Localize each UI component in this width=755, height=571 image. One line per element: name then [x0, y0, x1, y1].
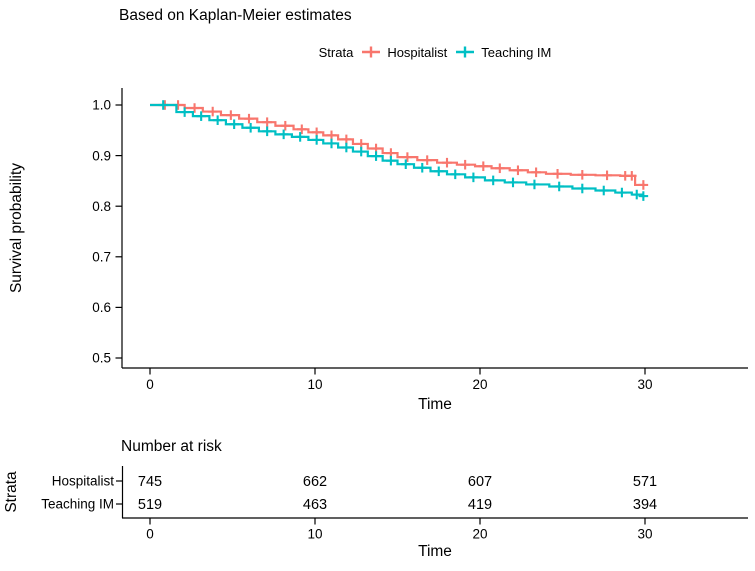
risk-x-tick-label: 30 [637, 527, 652, 542]
y-tick-label: 0.8 [92, 199, 111, 214]
risk-table-axis-label: Strata [3, 471, 20, 513]
legend-title: Strata [318, 44, 354, 60]
y-tick-label: 0.7 [92, 250, 111, 265]
y-tick-label: 1.0 [92, 98, 111, 113]
x-axis-ticks: 0 10 20 30 [146, 368, 653, 392]
risk-count: 519 [138, 497, 162, 513]
risk-count: 662 [303, 474, 327, 490]
risk-table-numbers: 745 662 607 571 519 463 419 394 [138, 474, 657, 513]
risk-count: 394 [633, 497, 657, 513]
km-curve-hospitalist [150, 103, 645, 187]
risk-x-tick-label: 0 [146, 527, 154, 542]
risk-x-axis-ticks: 0 10 20 30 [146, 518, 653, 542]
risk-row-label-teaching-im: Teaching IM [41, 497, 114, 512]
km-curve-teaching-im [150, 103, 645, 198]
x-tick-label: 20 [472, 377, 487, 392]
plus-marker-icon [456, 46, 475, 58]
legend: Strata Hospitalist Teaching IM [122, 42, 748, 62]
x-tick-label: 30 [637, 377, 652, 392]
legend-item-teaching-im: Teaching IM [454, 45, 551, 60]
x-axis-title: Time [418, 396, 452, 413]
y-axis-title: Survival probability [8, 163, 25, 293]
plot-title: Based on Kaplan-Meier estimates [119, 7, 352, 24]
risk-count: 571 [633, 474, 657, 490]
risk-count: 419 [468, 497, 492, 513]
y-tick-label: 0.9 [92, 148, 111, 163]
y-axis-ticks: 1.0 0.9 0.8 0.7 0.6 0.5 [92, 98, 122, 366]
survival-curves [150, 100, 649, 201]
risk-x-axis-title: Time [418, 543, 452, 560]
y-tick-label: 0.6 [92, 300, 111, 315]
risk-count: 745 [138, 474, 162, 490]
risk-x-tick-label: 20 [472, 527, 487, 542]
legend-item-hospitalist: Hospitalist [360, 45, 447, 60]
risk-count: 463 [303, 497, 327, 513]
risk-x-tick-label: 10 [307, 527, 322, 542]
risk-table-title: Number at risk [121, 438, 222, 455]
legend-item-label: Hospitalist [387, 44, 448, 60]
legend-item-label: Teaching IM [481, 44, 552, 60]
plus-marker-icon [362, 46, 381, 58]
y-tick-label: 0.5 [92, 351, 111, 366]
risk-count: 607 [468, 474, 492, 490]
x-tick-label: 0 [146, 377, 154, 392]
risk-row-label-hospitalist: Hospitalist [52, 474, 115, 489]
x-tick-label: 10 [307, 377, 322, 392]
